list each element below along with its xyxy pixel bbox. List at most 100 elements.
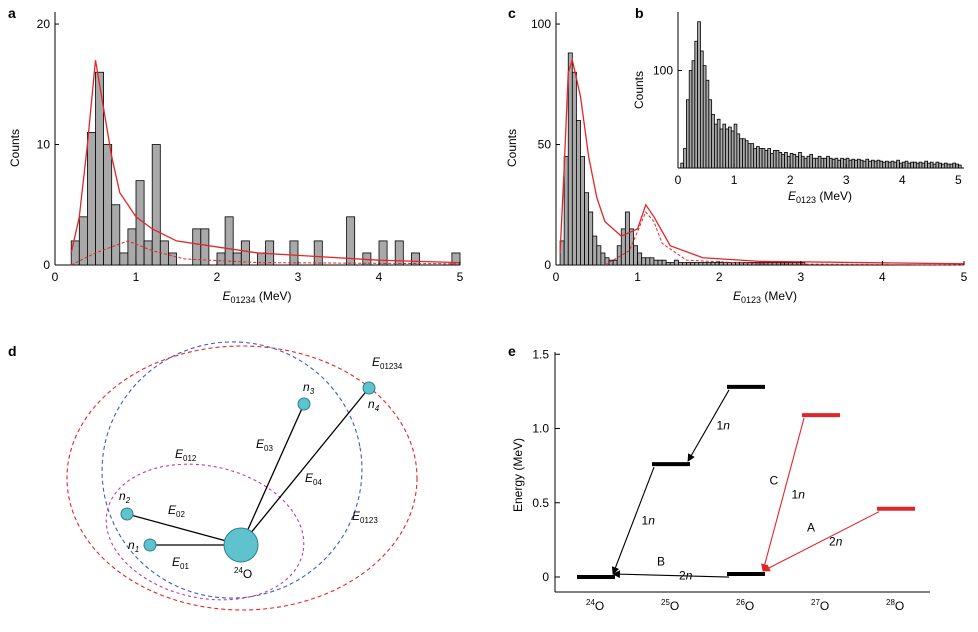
b-bar (728, 127, 731, 168)
a-bar (379, 241, 387, 265)
x-axis-label-a-unit: (MeV) (256, 289, 292, 303)
b-bar (740, 139, 743, 168)
a-bar (258, 253, 266, 265)
panel-b-plot-area: 0 1 2 3 4 5100 (653, 12, 964, 187)
c-bar (687, 263, 691, 265)
b-bar (883, 162, 886, 168)
b-bar (714, 124, 717, 168)
b-bar (871, 160, 874, 168)
b-bar (939, 163, 942, 168)
b-bar (804, 158, 807, 168)
e-y-tick-label: 0.5 (532, 496, 549, 510)
c-y-tick-label: 50 (538, 138, 552, 152)
b-bar (796, 156, 799, 168)
y-axis-label-a: Counts (8, 129, 22, 167)
c-bar (617, 246, 621, 265)
c-x-tick-label: 4 (879, 270, 886, 284)
c-x-tick-label: 5 (961, 270, 968, 284)
b-bar (888, 162, 891, 168)
panel-e-plot-area: 0 0.5 1.0 1.5 24O 25O 26O 27O 28O 1n 1n 2n B 1n C 2n A (532, 347, 930, 613)
e-x-tick-label: 27O (811, 598, 829, 613)
b-bar (821, 158, 824, 168)
neutron-3 (298, 398, 310, 410)
panel-b-inset-chart: b Counts E0123 (MeV) 0 1 2 3 4 5100 (632, 5, 964, 205)
b-bar (785, 152, 788, 168)
b-bar (877, 160, 880, 168)
b-bar (698, 22, 701, 168)
c-bar (597, 246, 601, 265)
panel-label-e: e (508, 343, 516, 359)
panel-label-d: d (8, 343, 17, 359)
bond-label-e02: E02 (168, 503, 185, 519)
b-bar (880, 161, 883, 168)
c-bar (654, 260, 658, 265)
b-bar (782, 154, 785, 168)
b-bar (762, 149, 765, 169)
b-bar (874, 161, 877, 168)
a-bar (136, 181, 144, 265)
x-axis-label-c: E0123 (MeV) (733, 289, 797, 305)
neutron-1-label: n1 (128, 538, 139, 554)
c-bar (625, 212, 629, 265)
c-bar (593, 236, 597, 265)
b-bar (734, 124, 737, 168)
a-y-tick-label: 20 (37, 17, 51, 31)
panel-d-diagram: d 24O n1 n2 n3 n4 E01 E02 E03 E04 E012 E… (8, 321, 417, 618)
b-x-tick-label: 3 (843, 173, 850, 187)
b-bar (765, 150, 768, 168)
b-bar (953, 163, 956, 168)
c-bar (711, 263, 715, 265)
b-bar (801, 156, 804, 168)
y-axis-label-e: Energy (MeV) (511, 438, 525, 512)
y-axis-label-b: Counts (632, 71, 646, 109)
b-bar (703, 66, 706, 168)
c-bar (646, 258, 650, 265)
figure-canvas: a Counts E01234 (MeV) 0 1 2 3 4 501020 c Coun… (0, 0, 978, 632)
x-axis-label-c-sub: 0123 (741, 295, 761, 305)
e-x-tick-label: 24O (586, 598, 604, 613)
c-bar (719, 263, 723, 265)
e-transition-label: 2n (679, 569, 693, 583)
e-transition-label: 2n (829, 534, 843, 548)
a-bar (128, 229, 136, 265)
b-bar (686, 100, 689, 168)
b-bar (726, 129, 729, 168)
x-axis-label-a: E01234 (MeV) (222, 289, 291, 305)
c-bar (638, 253, 642, 265)
c-bar (589, 212, 593, 265)
c-bar (601, 253, 605, 265)
c-bar (666, 263, 670, 265)
a-bar (290, 241, 298, 265)
e-transition-letter: A (807, 520, 815, 534)
b-bar (930, 162, 933, 168)
b-bar (723, 124, 726, 168)
c-bar (576, 120, 580, 265)
e-x-tick-label: 28O (886, 598, 904, 613)
neutron-3-label: n3 (303, 380, 315, 396)
x-axis-label-b-unit: (MeV) (816, 189, 852, 203)
a-bar (233, 253, 241, 265)
b-bar (916, 163, 919, 168)
e-transition-label: 1n (792, 488, 806, 502)
b-bar (950, 164, 953, 168)
b-bar (706, 80, 709, 168)
e-transition-label: 1n (717, 419, 731, 433)
panel-e-level-scheme: e Energy (MeV) 0 0.5 1.0 1.5 24O 25O 26O 27O 28O… (508, 343, 930, 613)
c-bar (695, 263, 699, 265)
core-label: 24O (234, 566, 252, 581)
c-bar (662, 260, 666, 265)
b-bar (919, 162, 922, 168)
b-bar (947, 164, 950, 168)
b-bar (914, 162, 917, 168)
a-bar (87, 132, 95, 265)
bond-n3 (241, 404, 304, 545)
c-y-tick-label: 100 (531, 17, 551, 31)
b-bar (891, 161, 894, 168)
a-x-tick-label: 3 (295, 270, 302, 284)
c-bar (634, 246, 638, 265)
b-x-tick-label: 0 (675, 173, 682, 187)
a-bar (152, 145, 160, 265)
x-axis-label-a-sub: 01234 (230, 295, 255, 305)
core-nucleus (224, 528, 258, 562)
e-transition-arrow (763, 512, 879, 571)
